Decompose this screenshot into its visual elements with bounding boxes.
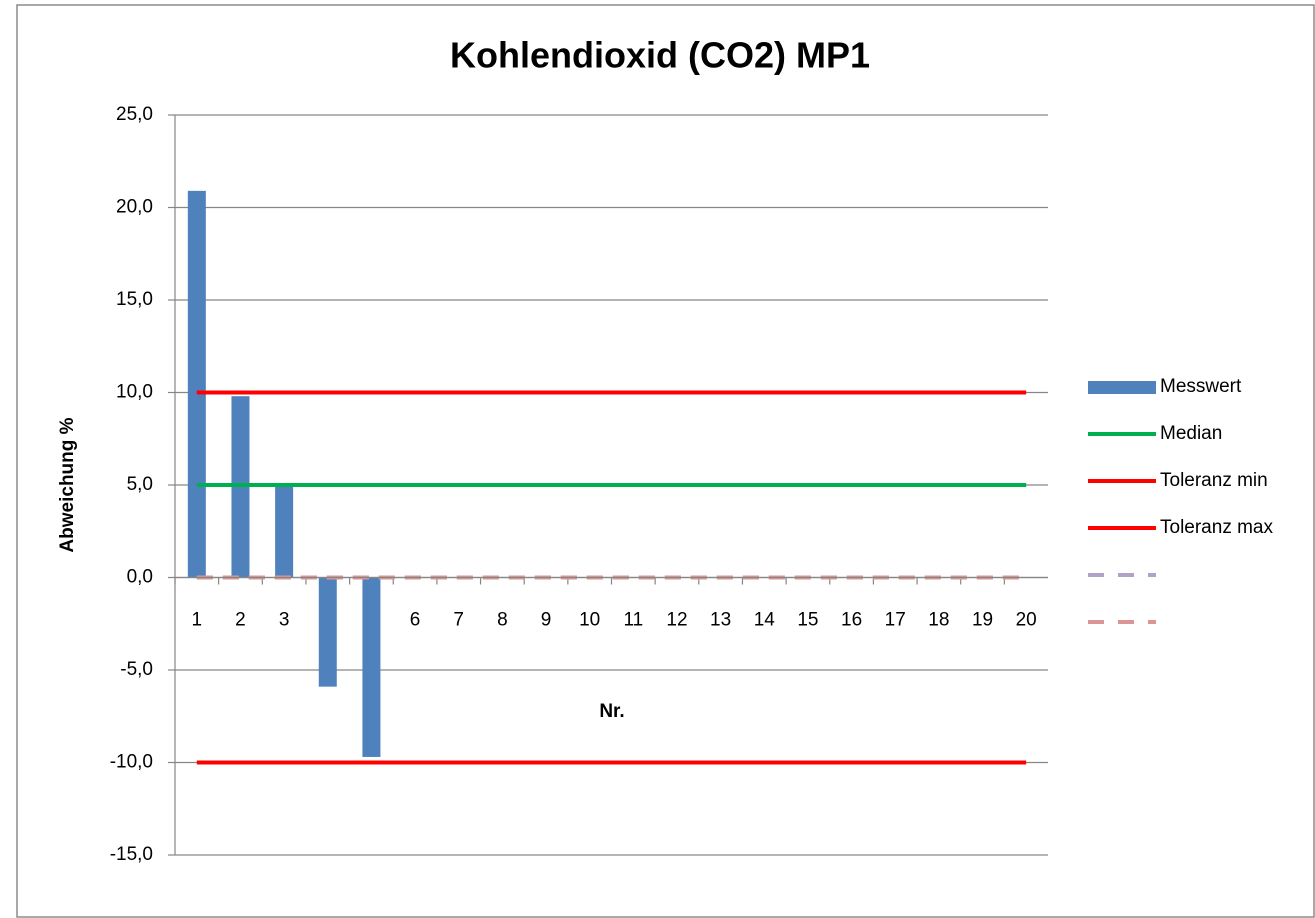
y-tick-label: -10,0 — [110, 752, 153, 773]
y-tick-label: -5,0 — [120, 659, 153, 680]
y-tick-label: 10,0 — [116, 382, 153, 403]
x-tick-label: 12 — [666, 610, 687, 631]
x-tick-label: 9 — [541, 610, 552, 631]
y-tick-label: 20,0 — [116, 197, 153, 218]
legend-label: Toleranz max — [1160, 517, 1273, 538]
x-tick-label: 19 — [972, 610, 993, 631]
x-tick-label: 17 — [885, 610, 906, 631]
x-tick-label: 20 — [1016, 610, 1037, 631]
x-tick-label: 15 — [797, 610, 818, 631]
x-tick-label: 1 — [192, 610, 203, 631]
chart-title: Kohlendioxid (CO2) MP1 — [450, 35, 870, 76]
y-tick-label: 0,0 — [127, 567, 153, 588]
x-axis-title: Nr. — [599, 701, 624, 722]
x-tick-label: 14 — [754, 610, 776, 631]
x-tick-label: 7 — [453, 610, 464, 631]
bar — [187, 190, 206, 578]
bar — [275, 483, 294, 578]
x-tick-label: 6 — [410, 610, 421, 631]
y-tick-label: 25,0 — [116, 104, 153, 125]
bar — [318, 577, 337, 687]
legend-label: Median — [1160, 423, 1222, 444]
x-tick-label: 18 — [928, 610, 949, 631]
chart-frame — [16, 4, 1315, 918]
x-tick-label: 10 — [579, 610, 600, 631]
legend-swatch — [1088, 381, 1156, 394]
y-tick-label: 5,0 — [127, 474, 153, 495]
bar — [362, 577, 381, 757]
legend-label: Messwert — [1160, 376, 1242, 397]
y-tick-label: -15,0 — [110, 844, 153, 865]
y-tick-label: 15,0 — [116, 289, 153, 310]
x-tick-label: 8 — [497, 610, 508, 631]
legend-label: Toleranz min — [1160, 470, 1268, 491]
x-tick-label: 16 — [841, 610, 862, 631]
x-tick-label: 11 — [623, 610, 643, 631]
y-axis-title: Abweichung % — [57, 417, 78, 552]
x-tick-label: 3 — [279, 610, 290, 631]
x-tick-label: 2 — [235, 610, 246, 631]
x-tick-label: 13 — [710, 610, 731, 631]
